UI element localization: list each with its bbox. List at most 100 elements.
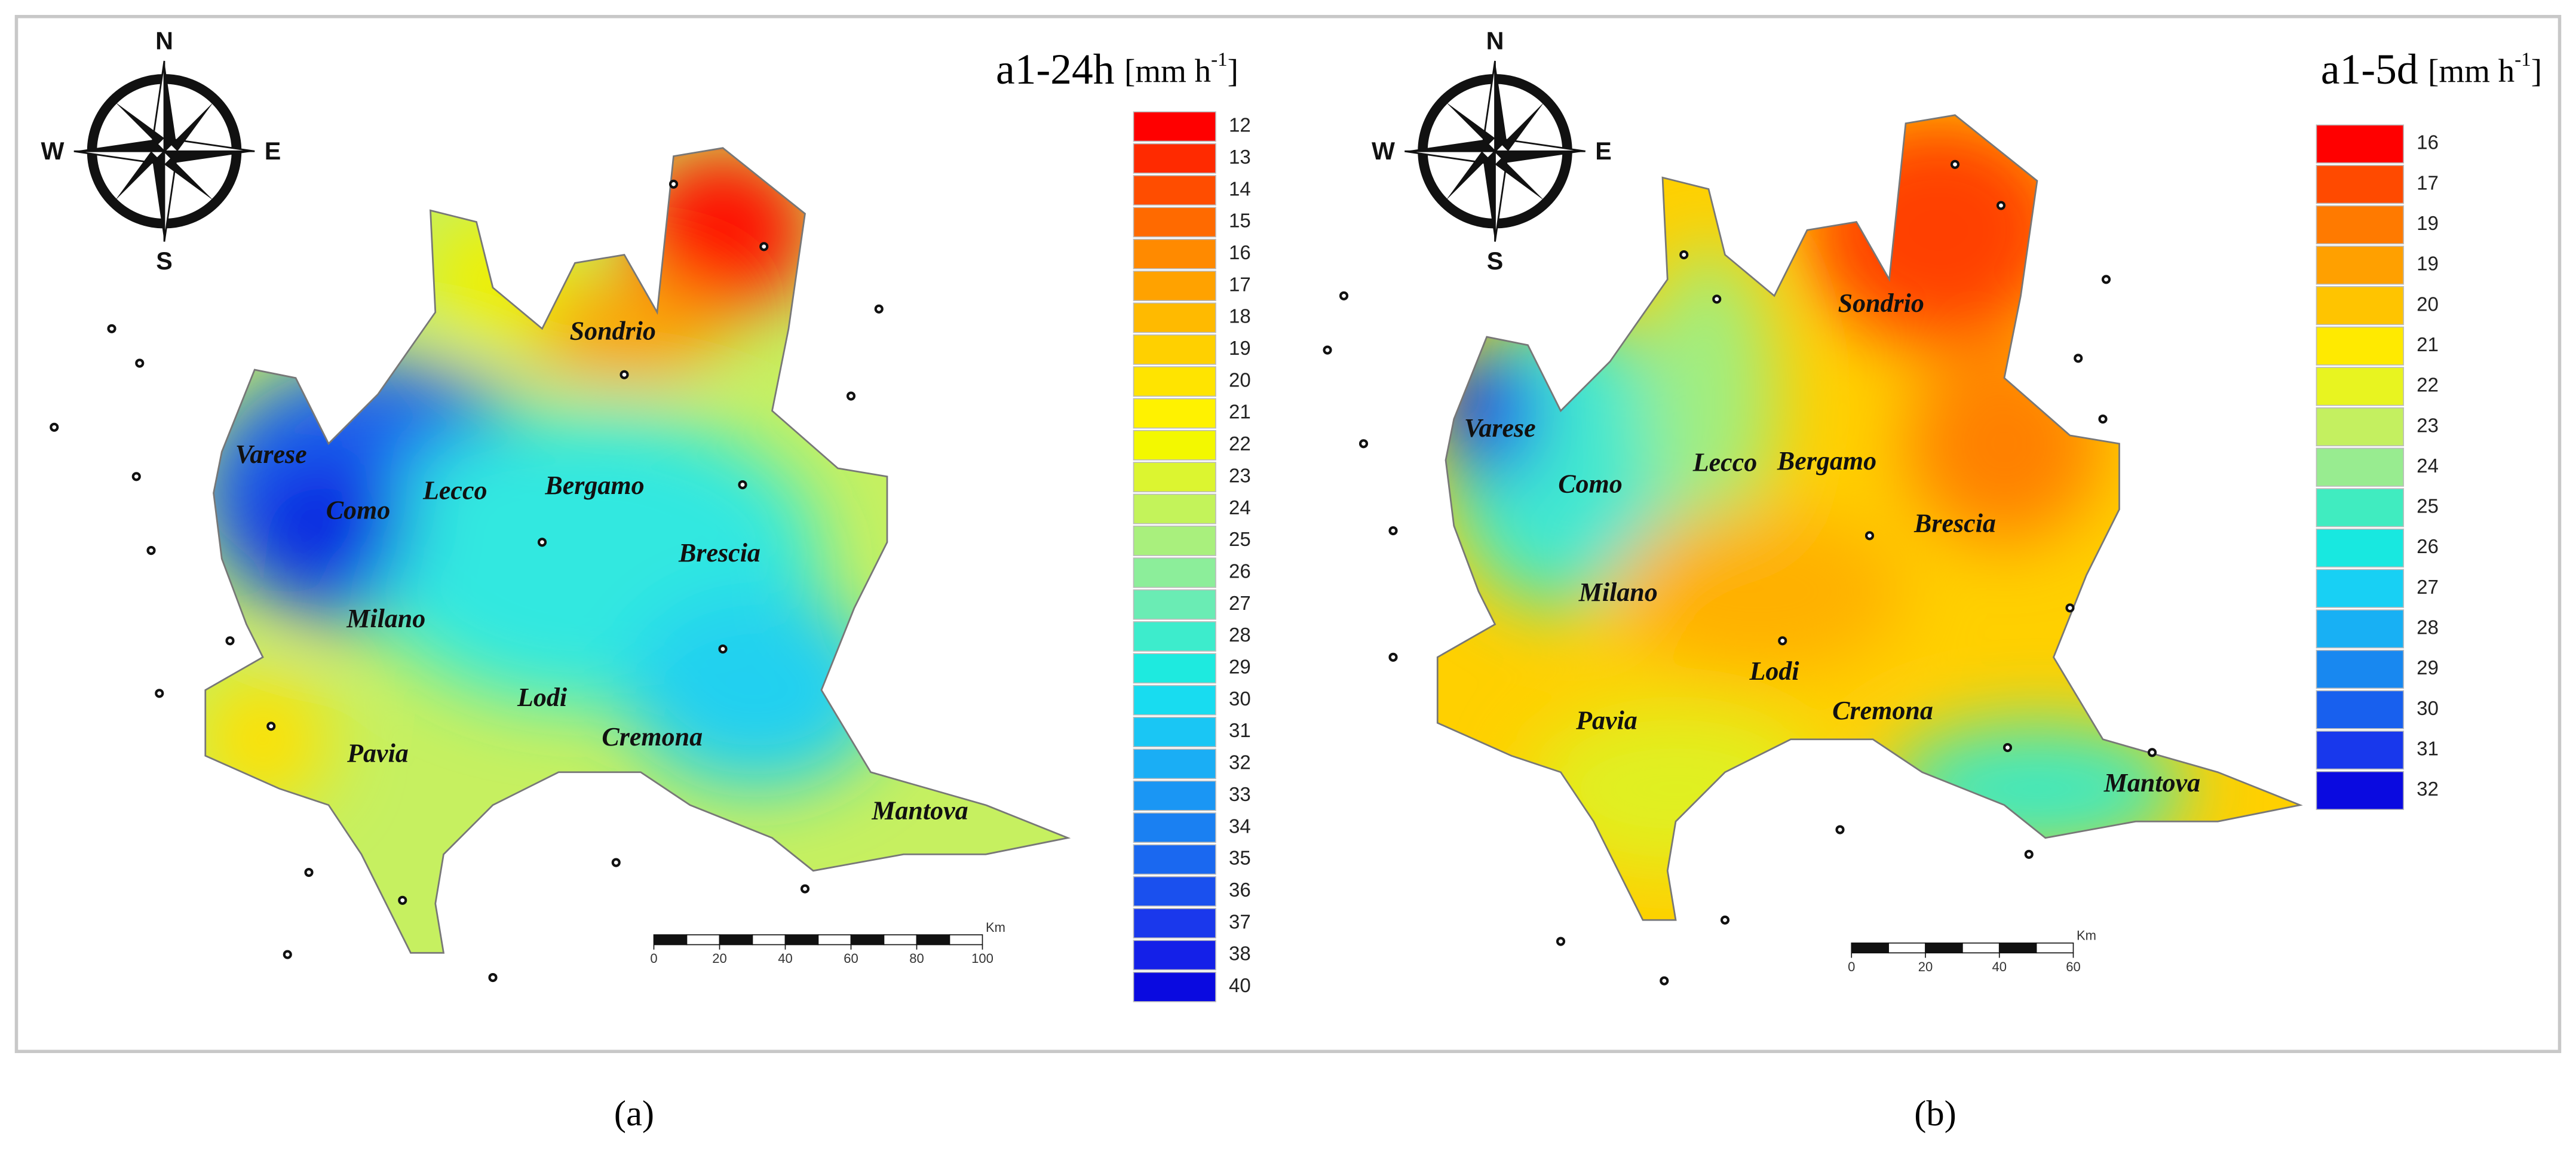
compass-s: S xyxy=(156,247,173,275)
legend-label: 21 xyxy=(2416,333,2439,355)
legend-label: 19 xyxy=(1229,337,1251,359)
legend-swatch xyxy=(2316,609,2405,649)
panel-title: a1-24h [mm h-1] xyxy=(996,46,1238,93)
city-label: Lecco xyxy=(1692,448,1757,477)
legend-swatch xyxy=(1133,271,1216,302)
caption: (b) xyxy=(1914,1094,1956,1134)
city-label: Brescia xyxy=(678,538,760,567)
legend-swatch xyxy=(2316,447,2405,487)
unit-close: ] xyxy=(1228,53,1238,89)
title-text: a1-24h xyxy=(996,46,1115,93)
legend-swatch xyxy=(1133,238,1216,269)
scale-bar-segment xyxy=(752,934,786,946)
legend-swatch xyxy=(1133,653,1216,684)
legend-label: 25 xyxy=(2416,495,2439,517)
legend-swatch xyxy=(2316,205,2405,244)
title-text: a1-5d xyxy=(2321,46,2418,93)
legend-label: 21 xyxy=(1229,401,1251,423)
legend-label: 31 xyxy=(1229,719,1251,741)
city-label: Lecco xyxy=(422,475,487,505)
legend-label: 15 xyxy=(1229,210,1251,232)
legend-label: 32 xyxy=(1229,751,1251,774)
legend-swatch xyxy=(1133,685,1216,716)
city-label: Lodi xyxy=(1749,656,1799,686)
city-label: Cremona xyxy=(1832,696,1933,725)
scale-bar-segment xyxy=(784,934,819,946)
legend-label: 34 xyxy=(1229,815,1251,837)
scale-label: 80 xyxy=(909,951,924,966)
unit-sup: -1 xyxy=(1211,49,1228,70)
legend-label: 23 xyxy=(1229,464,1251,486)
scale-bar-segment xyxy=(686,934,720,946)
legend-label: 36 xyxy=(1229,879,1251,901)
legend-swatch xyxy=(1133,940,1216,971)
city-label: Cremona xyxy=(602,722,703,751)
scale-bar-segment xyxy=(949,934,983,946)
legend-label: 25 xyxy=(1229,528,1251,550)
city-label: Milano xyxy=(1578,578,1658,607)
compass-n: N xyxy=(155,27,173,55)
unit-base: [mm h xyxy=(1124,53,1211,89)
panel-title: a1-5d [mm h-1] xyxy=(2321,46,2542,93)
legend-swatch xyxy=(2316,690,2405,729)
unit-close: ] xyxy=(2531,53,2542,89)
legend-swatch xyxy=(1133,143,1216,174)
legend-label: 31 xyxy=(2416,737,2439,759)
scale-bar-segment xyxy=(1962,942,2000,954)
city-label: Pavia xyxy=(346,738,409,768)
scale-label: 100 xyxy=(971,951,993,966)
city-label: Varese xyxy=(235,440,307,469)
legend-swatch xyxy=(1133,525,1216,556)
legend-label: 37 xyxy=(1229,910,1251,932)
legend-label: 16 xyxy=(1229,241,1251,263)
legend-label: 40 xyxy=(1229,974,1251,996)
legend-label: 18 xyxy=(1229,305,1251,327)
compass-w: W xyxy=(1372,137,1395,165)
legend-swatch xyxy=(2316,731,2405,770)
legend-swatch xyxy=(1133,334,1216,365)
legend-label: 28 xyxy=(1229,624,1251,646)
legend-label: 30 xyxy=(1229,688,1251,710)
city-label: Como xyxy=(326,495,391,524)
city-label: Mantova xyxy=(2103,768,2200,797)
caption: (a) xyxy=(614,1094,654,1134)
legend-swatch xyxy=(1133,971,1216,1002)
legend-label: 20 xyxy=(2416,293,2439,315)
legend-label: 27 xyxy=(2416,576,2439,598)
city-label: Lodi xyxy=(517,683,568,712)
legend-swatch xyxy=(1133,748,1216,780)
legend-swatch xyxy=(1133,589,1216,620)
legend-swatch xyxy=(2316,569,2405,608)
scale-bar-segment xyxy=(2035,942,2074,954)
legend-label: 19 xyxy=(2416,253,2439,275)
compass-e: E xyxy=(1595,137,1612,165)
legend-label: 12 xyxy=(1229,114,1251,136)
legend-swatch xyxy=(2316,286,2405,326)
city-label: Como xyxy=(1558,469,1623,498)
legend-label: 16 xyxy=(2416,131,2439,154)
city-label: Sondrio xyxy=(1838,289,1924,318)
compass-w: W xyxy=(41,137,65,165)
legend-swatch xyxy=(2316,326,2405,366)
scale-unit: Km xyxy=(986,920,1005,935)
legend-label: 20 xyxy=(1229,369,1251,391)
legend-label: 19 xyxy=(2416,212,2439,234)
legend-swatch xyxy=(1133,111,1216,142)
legend-swatch xyxy=(1133,876,1216,907)
city-label: Mantova xyxy=(871,796,968,825)
scale-label: 0 xyxy=(650,951,657,966)
scale-label: 20 xyxy=(1918,959,1933,974)
legend-label: 24 xyxy=(1229,496,1251,518)
legend-label: 38 xyxy=(1229,943,1251,965)
legend-label: 24 xyxy=(2416,455,2439,477)
legend-swatch xyxy=(1133,175,1216,206)
legend-label: 32 xyxy=(2416,778,2439,800)
scale-bar-segment xyxy=(1925,942,1963,954)
legend-swatch xyxy=(1133,429,1216,461)
legend-swatch xyxy=(1133,302,1216,333)
legend-label: 33 xyxy=(1229,783,1251,805)
legend-swatch xyxy=(2316,165,2405,204)
scale-bar-segment xyxy=(916,934,950,946)
legend-swatch xyxy=(2316,771,2405,811)
